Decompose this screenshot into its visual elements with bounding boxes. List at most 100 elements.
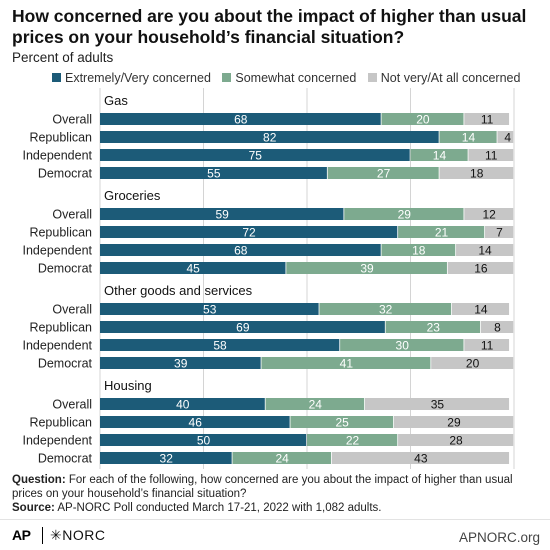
- data-label-other-goods-and-services-democrat-somewhat: 41: [340, 356, 354, 370]
- bar-gas-democrat-not: [439, 167, 514, 179]
- data-label-other-goods-and-services-overall-somewhat: 32: [379, 302, 393, 316]
- data-label-housing-independent-not: 28: [449, 433, 463, 447]
- site-link[interactable]: APNORC.org: [458, 530, 540, 545]
- data-label-groceries-overall-somewhat: 29: [398, 207, 412, 221]
- chart-subtitle: Percent of adults: [12, 50, 114, 65]
- data-label-other-goods-and-services-independent-extremely: 58: [213, 338, 227, 352]
- legend-label-somewhat: Somewhat concerned: [235, 71, 357, 85]
- data-label-other-goods-and-services-independent-not: 11: [481, 338, 494, 352]
- bar-groceries-republican-extremely: [100, 226, 398, 238]
- bar-other-goods-and-services-democrat-not: [431, 357, 514, 369]
- group-heading-housing: Housing: [104, 378, 152, 393]
- data-label-gas-democrat-not: 18: [470, 166, 484, 180]
- data-label-other-goods-and-services-republican-extremely: 69: [236, 320, 250, 334]
- bar-groceries-independent-not: [456, 244, 514, 256]
- row-label-groceries-overall: Overall: [52, 208, 92, 222]
- bar-groceries-democrat-somewhat: [286, 262, 447, 274]
- bar-other-goods-and-services-democrat-extremely: [100, 357, 261, 369]
- row-label-housing-democrat: Democrat: [38, 452, 93, 466]
- footer-divider: [0, 519, 550, 520]
- legend-item-somewhat: Somewhat concerned: [222, 71, 356, 85]
- data-label-groceries-democrat-not: 16: [474, 261, 488, 275]
- bar-gas-democrat-somewhat: [327, 167, 439, 179]
- data-label-groceries-overall-not: 12: [482, 207, 496, 221]
- legend-swatch-extremely: [52, 73, 61, 82]
- source-text: AP-NORC Poll conducted March 17-21, 2022…: [57, 502, 382, 514]
- row-label-other-goods-and-services-republican: Republican: [29, 321, 92, 335]
- bar-housing-independent-somewhat: [307, 434, 398, 446]
- bar-other-goods-and-services-overall-extremely: [100, 303, 319, 315]
- data-label-gas-independent-extremely: 75: [249, 148, 263, 162]
- bar-housing-overall-somewhat: [265, 398, 365, 410]
- bar-other-goods-and-services-republican-extremely: [100, 321, 385, 333]
- data-label-other-goods-and-services-overall-not: 14: [474, 302, 488, 316]
- norc-logo-text: NORC: [62, 527, 106, 543]
- bar-gas-independent-somewhat: [410, 149, 468, 161]
- bar-groceries-overall-not: [464, 208, 514, 220]
- data-label-groceries-independent-extremely: 68: [234, 243, 248, 257]
- bar-gas-independent-extremely: [100, 149, 410, 161]
- bar-other-goods-and-services-independent-extremely: [100, 339, 340, 351]
- row-label-other-goods-and-services-overall: Overall: [52, 303, 92, 317]
- legend-swatch-somewhat: [222, 73, 232, 82]
- data-label-housing-democrat-somewhat: 24: [275, 451, 289, 465]
- bar-other-goods-and-services-independent-not: [464, 339, 510, 351]
- row-label-other-goods-and-services-democrat: Democrat: [38, 357, 93, 371]
- data-label-gas-republican-not: 4: [504, 130, 511, 144]
- bar-groceries-overall-extremely: [100, 208, 344, 220]
- question-note: Question: For each of the following, how…: [12, 473, 540, 501]
- data-label-groceries-republican-somewhat: 21: [435, 225, 449, 239]
- legend-label-extremely: Extremely/Very concerned: [65, 71, 211, 85]
- data-label-gas-overall-somewhat: 20: [416, 112, 430, 126]
- legend-label-not: Not very/At all concerned: [380, 71, 521, 85]
- norc-star-icon: ✳: [50, 527, 63, 543]
- data-label-groceries-democrat-extremely: 45: [186, 261, 200, 275]
- data-label-housing-independent-extremely: 50: [197, 433, 211, 447]
- legend-swatch-not: [367, 73, 377, 82]
- data-label-housing-overall-somewhat: 24: [309, 397, 323, 411]
- row-label-groceries-independent: Independent: [22, 244, 92, 258]
- row-label-gas-overall: Overall: [52, 113, 92, 127]
- bar-housing-independent-extremely: [100, 434, 307, 446]
- data-label-other-goods-and-services-independent-somewhat: 30: [396, 338, 410, 352]
- bar-gas-democrat-extremely: [100, 167, 327, 179]
- bar-other-goods-and-services-overall-somewhat: [319, 303, 452, 315]
- bar-groceries-independent-extremely: [100, 244, 381, 256]
- bar-housing-overall-not: [364, 398, 510, 410]
- question-label: Question:: [12, 474, 66, 486]
- data-label-gas-republican-extremely: 82: [263, 130, 277, 144]
- row-label-groceries-republican: Republican: [29, 226, 92, 240]
- data-label-housing-overall-extremely: 40: [176, 397, 190, 411]
- bar-housing-democrat-not: [331, 452, 510, 464]
- bar-housing-republican-not: [393, 416, 514, 428]
- question-text: For each of the following, how concerned…: [12, 474, 513, 500]
- data-label-groceries-republican-not: 7: [496, 225, 503, 239]
- data-label-housing-independent-somewhat: 22: [346, 433, 360, 447]
- data-label-gas-republican-somewhat: 14: [462, 130, 476, 144]
- bar-housing-democrat-somewhat: [232, 452, 332, 464]
- data-label-housing-republican-not: 29: [447, 415, 461, 429]
- bar-groceries-overall-somewhat: [344, 208, 464, 220]
- data-label-groceries-overall-extremely: 59: [215, 207, 229, 221]
- gridlines: [99, 88, 515, 469]
- bar-groceries-republican-not: [485, 226, 514, 238]
- bar-housing-republican-somewhat: [290, 416, 394, 428]
- data-label-gas-democrat-somewhat: 27: [377, 166, 391, 180]
- bar-other-goods-and-services-republican-not: [480, 321, 514, 333]
- data-label-housing-democrat-extremely: 32: [160, 451, 174, 465]
- group-heading-groceries: Groceries: [104, 188, 161, 203]
- bar-groceries-democrat-not: [447, 262, 514, 274]
- data-label-groceries-independent-not: 14: [478, 243, 492, 257]
- data-label-groceries-independent-somewhat: 18: [412, 243, 426, 257]
- logo-separator: [42, 527, 43, 544]
- bar-groceries-republican-somewhat: [398, 226, 485, 238]
- row-label-gas-republican: Republican: [29, 131, 92, 145]
- bar-gas-independent-not: [468, 149, 514, 161]
- bar-gas-republican-somewhat: [439, 131, 497, 143]
- data-label-gas-democrat-extremely: 55: [207, 166, 221, 180]
- bar-gas-republican-not: [497, 131, 514, 143]
- group-heading-other-goods-and-services: Other goods and services: [104, 283, 253, 298]
- row-label-gas-independent: Independent: [22, 149, 92, 163]
- bar-other-goods-and-services-independent-somewhat: [340, 339, 464, 351]
